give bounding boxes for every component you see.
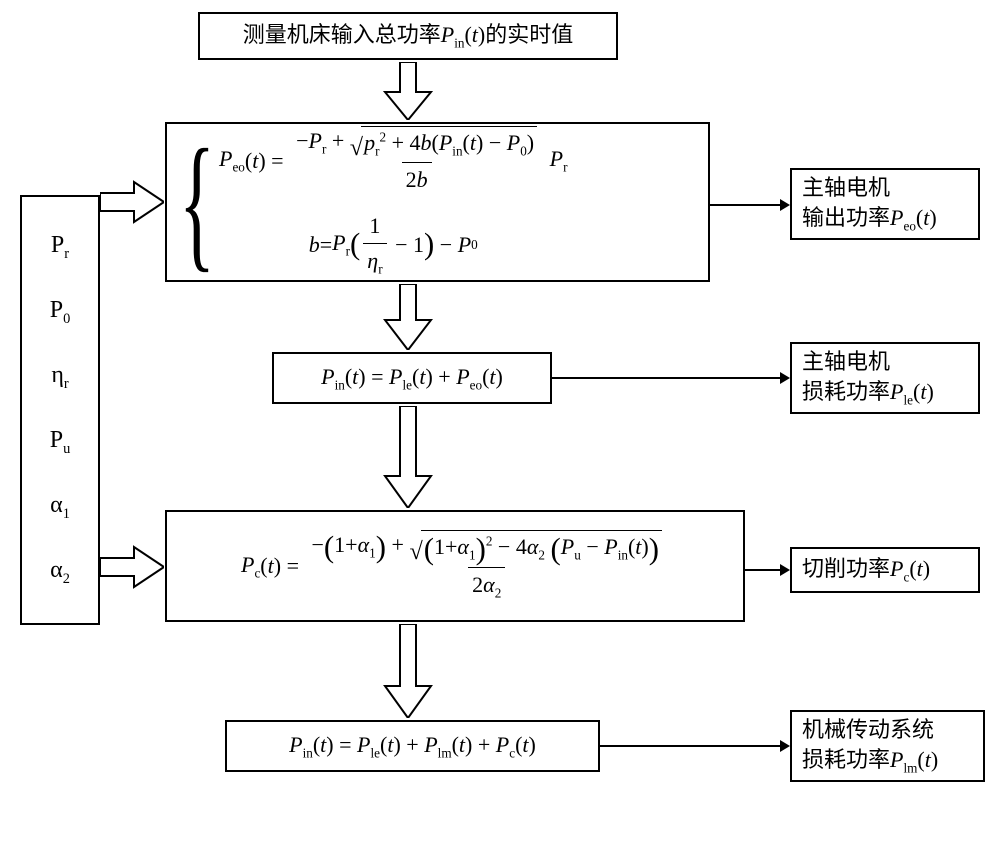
out1-text: 主轴电机输出功率Peo(t) (802, 173, 937, 235)
out2-box: 主轴电机损耗功率Ple(t) (790, 342, 980, 414)
eq4-box: Pin(t) = Ple(t) + Plm(t) + Pc(t) (225, 720, 600, 772)
arrow-eq3-eq4 (383, 624, 433, 718)
out2-text: 主轴电机损耗功率Ple(t) (802, 347, 934, 409)
out3-text: 切削功率Pc(t) (802, 554, 930, 586)
arrow-eq2-out2 (552, 365, 790, 391)
arrow-eq1-eq2 (383, 284, 433, 350)
param-p0: P0 (50, 297, 71, 328)
param-a2: α2 (50, 557, 70, 588)
out4-text: 机械传动系统损耗功率Plm(t) (802, 715, 938, 777)
param-pu: Pu (50, 427, 71, 458)
param-a1: α1 (50, 492, 70, 523)
arrow-eq4-out4 (600, 733, 790, 759)
eq2-text: Pin(t) = Ple(t) + Peo(t) (321, 362, 503, 394)
eq1-box: { Peo(t) = −Pr + √pr2 + 4b(Pin(t) − P0) … (165, 122, 710, 282)
out4-box: 机械传动系统损耗功率Plm(t) (790, 710, 985, 782)
arrow-params-eq3 (100, 545, 164, 589)
out3-box: 切削功率Pc(t) (790, 547, 980, 593)
arrow-eq1-out1 (710, 192, 790, 218)
eq1-line1: Peo(t) = −Pr + √pr2 + 4b(Pin(t) − P0) 2b… (219, 126, 567, 195)
top-label: 测量机床输入总功率Pin(t)的实时值 (243, 20, 574, 52)
eq3-box: Pc(t) = −(1+α1) + √(1+α1)2 − 4α2 (Pu − P… (165, 510, 745, 622)
eq4-text: Pin(t) = Ple(t) + Plm(t) + Pc(t) (289, 730, 536, 762)
eq1-formulas: Peo(t) = −Pr + √pr2 + 4b(Pin(t) − P0) 2b… (219, 126, 567, 278)
eq1-brace: { (179, 127, 215, 277)
eq1-line2: b = Pr ( 1ηr − 1 ) − P0 (309, 211, 478, 278)
eq2-box: Pin(t) = Ple(t) + Peo(t) (272, 352, 552, 404)
arrow-top-eq1 (383, 62, 433, 120)
arrow-eq2-eq3 (383, 406, 433, 508)
eq3-formula: Pc(t) = −(1+α1) + √(1+α1)2 − 4α2 (Pu − P… (241, 530, 669, 601)
param-etar: ηr (51, 362, 68, 393)
out1-box: 主轴电机输出功率Peo(t) (790, 168, 980, 240)
top-box: 测量机床输入总功率Pin(t)的实时值 (198, 12, 618, 60)
arrow-params-eq1 (100, 180, 164, 224)
params-box: Pr P0 ηr Pu α1 α2 (20, 195, 100, 625)
param-pr: Pr (51, 232, 69, 263)
arrow-eq3-out3 (745, 557, 790, 583)
